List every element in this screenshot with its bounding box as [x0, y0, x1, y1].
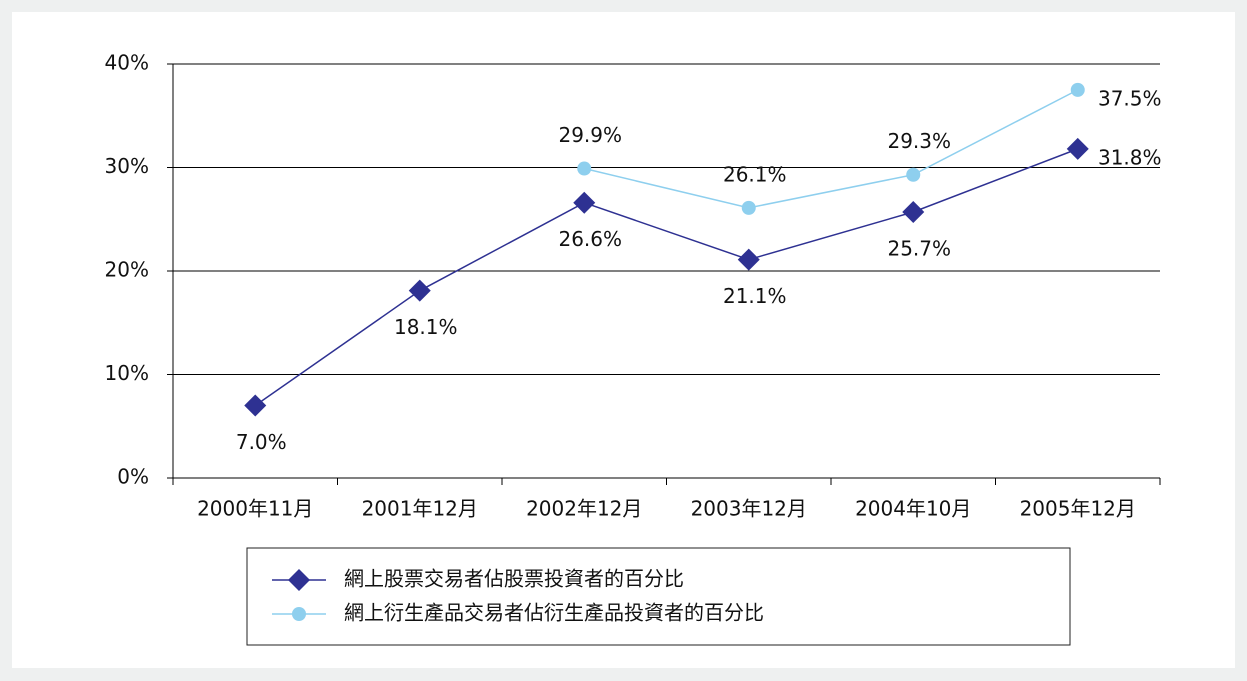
- legend-label: 網上股票交易者佔股票投資者的百分比: [344, 567, 684, 591]
- x-tick-label: 2002年12月: [526, 497, 642, 521]
- data-label: 37.5%: [1098, 86, 1162, 110]
- y-tick-label: 20%: [105, 258, 149, 282]
- x-tick-label: 2004年10月: [855, 497, 971, 521]
- series-line: [254, 148, 1079, 407]
- y-tick-label: 10%: [105, 361, 149, 385]
- data-label: 26.1%: [723, 162, 787, 186]
- data-label: 18.1%: [394, 315, 458, 339]
- data-label: 25.7%: [887, 237, 951, 261]
- marker: [577, 161, 592, 176]
- data-label: 26.6%: [558, 227, 622, 251]
- legend-label: 網上衍生產品交易者佔衍生產品投資者的百分比: [344, 601, 764, 625]
- data-label: 21.1%: [723, 284, 787, 308]
- marker: [1066, 137, 1089, 160]
- marker: [906, 167, 921, 182]
- x-tick-label: 2001年12月: [362, 497, 478, 521]
- marker: [741, 200, 756, 215]
- marker: [737, 248, 760, 271]
- y-tick-label: 0%: [117, 465, 149, 489]
- marker: [902, 201, 925, 224]
- data-label: 29.3%: [887, 129, 951, 153]
- x-tick-label: 2005年12月: [1020, 497, 1136, 521]
- marker: [244, 394, 267, 417]
- series-line: [584, 89, 1079, 209]
- y-tick-label: 40%: [105, 51, 149, 75]
- x-tick-label: 2003年12月: [691, 497, 807, 521]
- marker: [573, 191, 596, 214]
- marker: [292, 607, 306, 621]
- marker: [408, 279, 431, 302]
- x-tick-label: 2000年11月: [197, 497, 313, 521]
- legend-box: [246, 547, 1071, 646]
- data-label: 31.8%: [1098, 145, 1162, 169]
- data-label: 29.9%: [558, 123, 622, 147]
- y-tick-label: 30%: [105, 154, 149, 178]
- data-label: 7.0%: [236, 430, 287, 454]
- marker: [1070, 82, 1085, 97]
- marker: [288, 569, 310, 591]
